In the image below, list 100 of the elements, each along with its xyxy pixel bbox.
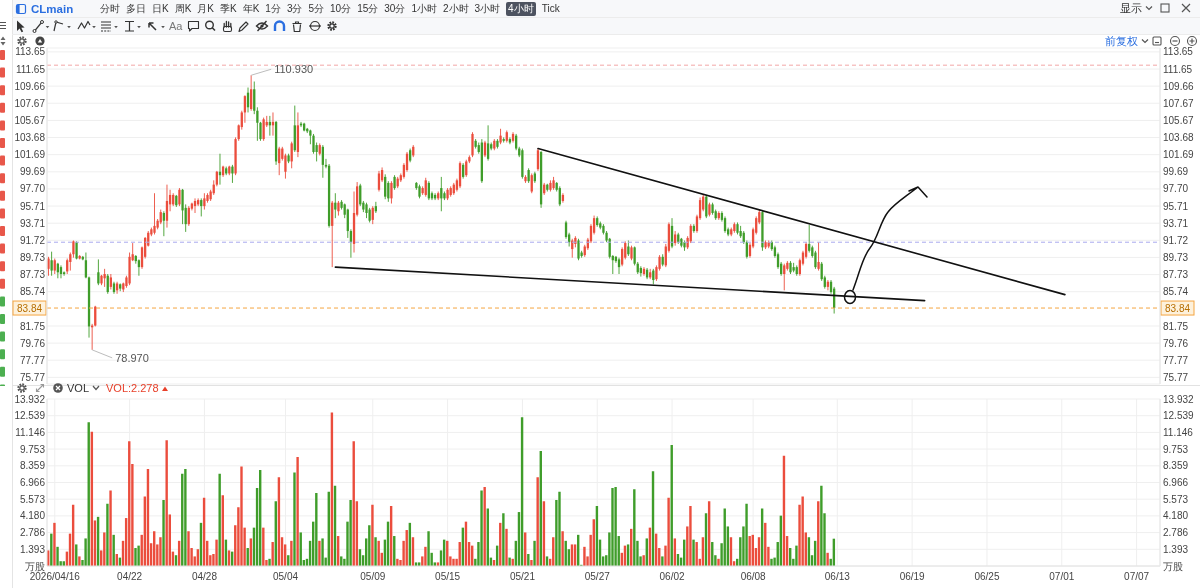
text: 年K bbox=[242, 2, 260, 16]
y-tick-label: 75.77 bbox=[19, 371, 46, 383]
y-tick-label: 77.77 bbox=[19, 354, 46, 366]
y-tick-label: 111.65 bbox=[15, 63, 46, 75]
y2-tick-label: 93.71 bbox=[1163, 217, 1189, 229]
y2-tick-label: 109.66 bbox=[1163, 80, 1195, 92]
annotation: VOL bbox=[67, 381, 90, 395]
y2-tick-label: 1.393 bbox=[1163, 543, 1189, 555]
y2-tick-label: 85.74 bbox=[1163, 286, 1189, 298]
y2-tick-label: 95.71 bbox=[1163, 200, 1189, 212]
y-tick-label: 9.753 bbox=[19, 443, 46, 455]
text: 前复权 bbox=[1105, 34, 1138, 48]
y2-tick-label: 万股 bbox=[1163, 560, 1183, 572]
y-tick-label: 85.74 bbox=[19, 286, 46, 298]
text: Aa bbox=[169, 19, 183, 33]
x-tick-label: 04/22 bbox=[117, 571, 143, 583]
y-tick-label: 91.72 bbox=[19, 234, 46, 246]
text: 2小时 bbox=[442, 2, 469, 16]
text: 30分 bbox=[384, 2, 406, 16]
chart-title: CLmain bbox=[31, 2, 74, 16]
annotation: 78.970 bbox=[115, 351, 149, 364]
y2-tick-label: 11.146 bbox=[1163, 426, 1194, 438]
y2-tick-label: 2.786 bbox=[1163, 527, 1189, 539]
y-tick-label: 5.573 bbox=[19, 493, 46, 505]
text: 15分 bbox=[357, 2, 379, 16]
y-tick-label: 113.65 bbox=[15, 46, 46, 58]
text: 日K bbox=[152, 2, 169, 16]
y-tick-label: 2.786 bbox=[19, 527, 46, 539]
x-tick-label: 05/15 bbox=[435, 571, 461, 583]
x-tick-label: 05/09 bbox=[360, 571, 386, 583]
x-tick-label: 04/28 bbox=[191, 571, 218, 583]
x-tick-label: 06/19 bbox=[899, 571, 926, 583]
x-tick-label: 05/04 bbox=[272, 571, 299, 583]
x-tick-label: 06/13 bbox=[824, 571, 851, 583]
y-tick-label: 97.70 bbox=[19, 183, 46, 195]
y2-tick-label: 105.67 bbox=[1163, 114, 1195, 126]
y2-tick-label: 77.77 bbox=[1163, 354, 1189, 366]
y2-tick-label: 101.69 bbox=[1163, 149, 1195, 161]
y-tick-label: 93.71 bbox=[19, 217, 46, 229]
annotation: 110.930 bbox=[274, 63, 314, 76]
text: 1小时 bbox=[411, 2, 437, 16]
y-tick-label: 101.69 bbox=[14, 149, 46, 161]
y2-tick-label: 13.932 bbox=[1163, 393, 1195, 405]
text: 周K bbox=[174, 2, 192, 16]
y2-tick-label: 8.359 bbox=[1163, 460, 1189, 472]
x-tick-label: 06/08 bbox=[740, 571, 767, 583]
y-tick-label: 87.73 bbox=[19, 269, 46, 281]
y2-tick-label: 12.539 bbox=[1163, 410, 1195, 422]
y2-tick-label: 99.69 bbox=[1163, 166, 1189, 178]
ref-line-label: 83.84 bbox=[16, 302, 43, 314]
x-tick-label: 06/02 bbox=[659, 571, 686, 583]
y-tick-label: 109.66 bbox=[14, 80, 46, 92]
text: 季K bbox=[220, 2, 237, 16]
text: 83.84 bbox=[1164, 302, 1191, 314]
y2-tick-label: 79.76 bbox=[1163, 337, 1189, 349]
y-tick-label: 12.539 bbox=[14, 410, 46, 422]
text: 3小时 bbox=[474, 2, 501, 16]
y2-tick-label: 111.65 bbox=[1163, 63, 1193, 75]
y-tick-label: 万股 bbox=[25, 560, 45, 572]
y-tick-label: 89.73 bbox=[19, 251, 46, 263]
y-tick-label: 105.67 bbox=[14, 114, 46, 126]
y-tick-label: 99.69 bbox=[19, 166, 46, 178]
y2-tick-label: 89.73 bbox=[1163, 251, 1189, 263]
y-tick-label: 8.359 bbox=[19, 460, 46, 472]
y-tick-label: 79.76 bbox=[19, 337, 46, 349]
y-tick-label: 103.68 bbox=[14, 132, 46, 144]
text: Tick bbox=[541, 2, 560, 16]
y-tick-label: 6.966 bbox=[19, 477, 46, 489]
annotation: VOL:2.278 bbox=[106, 381, 159, 395]
y-tick-label: 95.71 bbox=[19, 200, 46, 212]
y-tick-label: 81.75 bbox=[19, 320, 46, 332]
text: 分时 bbox=[100, 2, 120, 16]
x-tick-label: 05/21 bbox=[509, 571, 536, 583]
text: 4小时 bbox=[506, 2, 536, 16]
y-tick-label: 107.67 bbox=[14, 97, 46, 109]
text: 多日 bbox=[126, 2, 146, 16]
text: 显示 bbox=[1120, 1, 1142, 15]
text: 3分 bbox=[286, 2, 303, 16]
y2-tick-label: 6.966 bbox=[1163, 477, 1189, 489]
y2-tick-label: 4.180 bbox=[1163, 510, 1189, 522]
text: 1分 bbox=[265, 2, 281, 16]
text: 5分 bbox=[308, 2, 325, 16]
x-tick-label: 07/01 bbox=[1049, 571, 1075, 583]
x-tick-label: 05/27 bbox=[584, 571, 611, 583]
y-tick-label: 1.393 bbox=[19, 543, 46, 555]
y2-tick-label: 75.77 bbox=[1163, 371, 1189, 383]
y2-tick-label: 97.70 bbox=[1163, 183, 1189, 195]
y2-tick-label: 9.753 bbox=[1163, 443, 1189, 455]
y2-tick-label: 107.67 bbox=[1163, 97, 1195, 109]
text: 月K bbox=[197, 2, 215, 16]
text: 10分 bbox=[330, 2, 352, 16]
x-tick-label: 06/25 bbox=[974, 571, 1000, 583]
y-tick-label: 13.932 bbox=[14, 393, 46, 405]
y-tick-label: 11.146 bbox=[15, 426, 46, 438]
y2-tick-label: 81.75 bbox=[1163, 320, 1189, 332]
y2-tick-label: 113.65 bbox=[1163, 46, 1194, 58]
y2-tick-label: 5.573 bbox=[1163, 493, 1189, 505]
y-tick-label: 4.180 bbox=[19, 510, 46, 522]
x-tick-label: 2026/04/16 bbox=[29, 571, 81, 583]
y2-tick-label: 103.68 bbox=[1163, 132, 1195, 144]
